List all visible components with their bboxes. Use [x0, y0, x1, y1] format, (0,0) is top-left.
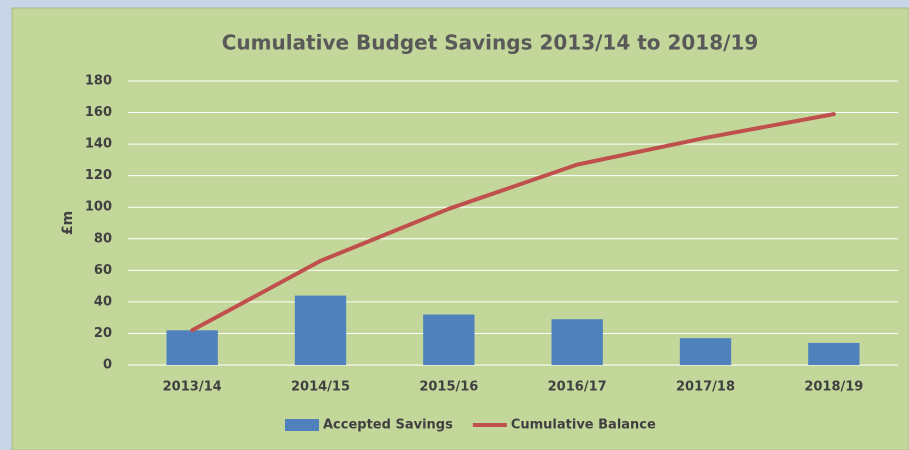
y-tick-label: 40	[94, 294, 112, 309]
bar	[166, 330, 218, 365]
x-tick-label: 2014/15	[291, 380, 350, 395]
chart-title: Cumulative Budget Savings 2013/14 to 201…	[222, 31, 759, 55]
bar	[551, 319, 603, 365]
y-tick-label: 120	[85, 168, 112, 183]
y-axis-label: £m	[60, 211, 76, 235]
y-tick-label: 20	[94, 326, 112, 341]
x-tick-label: 2017/18	[676, 380, 735, 395]
x-tick-label: 2018/19	[804, 380, 863, 395]
y-tick-label: 80	[94, 231, 112, 246]
bar	[294, 295, 347, 365]
bar	[679, 338, 732, 365]
legend-label: Accepted Savings	[323, 418, 453, 433]
bar	[423, 314, 475, 365]
chart-area	[11, 7, 909, 450]
y-tick-label: 140	[85, 137, 112, 152]
y-tick-label: 160	[85, 105, 112, 120]
legend-swatch	[285, 419, 319, 431]
x-tick-label: 2013/14	[163, 380, 222, 395]
x-tick-label: 2016/17	[548, 380, 607, 395]
bar	[808, 342, 860, 365]
y-tick-label: 0	[103, 358, 112, 373]
line	[190, 112, 836, 333]
legend-label: Cumulative Balance	[511, 418, 656, 433]
y-tick-label: 60	[94, 263, 112, 278]
y-tick-label: 100	[85, 200, 112, 215]
y-tick-label: 180	[85, 74, 112, 89]
x-tick-label: 2015/16	[419, 380, 478, 395]
